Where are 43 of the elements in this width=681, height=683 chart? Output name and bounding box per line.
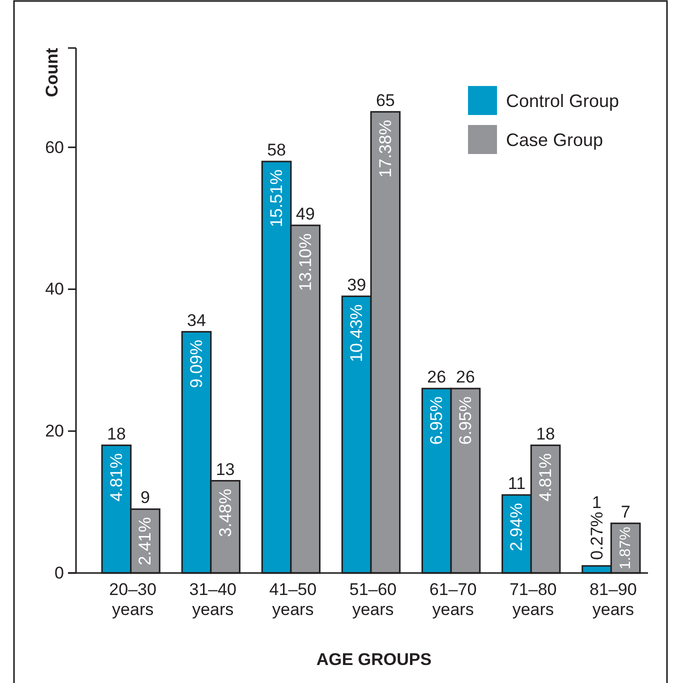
data-label: 13 (216, 460, 235, 479)
data-label: 34 (187, 310, 206, 330)
y-tick-label: 0 (54, 564, 64, 582)
annotation: 17.38% (376, 120, 395, 178)
x-axis-title: AGE GROUPS (316, 650, 432, 669)
annotation: 4.81% (536, 453, 556, 502)
y-axis-title: Count (42, 48, 62, 98)
annotation: 13.10% (296, 233, 315, 292)
annotation: 3.48% (216, 488, 235, 537)
annotation: 9.09% (186, 340, 206, 388)
data-label: 18 (106, 424, 126, 444)
annotation: 2.41% (136, 517, 155, 566)
x-tick-label: 81–90 years (590, 580, 637, 619)
x-tick-label: 51–60 years (349, 580, 397, 619)
data-label: 26 (427, 368, 446, 387)
annotation: 0.27% (587, 512, 606, 560)
annotation: 1.87% (617, 526, 634, 570)
x-tick-label: 31–40 years (189, 580, 237, 619)
annotation: 2.94% (507, 502, 526, 552)
y-tick-label: 60 (45, 138, 64, 157)
x-tick-label: 61–70 years (429, 580, 477, 619)
y-tick-label: 40 (45, 280, 64, 299)
x-tick-label: 41–50 years (269, 580, 317, 619)
annotation: 15.51% (267, 170, 286, 228)
annotation: 6.95% (427, 396, 446, 445)
data-label: 26 (456, 368, 475, 387)
data-label: 18 (536, 424, 555, 444)
data-label: 1 (592, 492, 602, 512)
legend-label: Case Group (506, 130, 604, 150)
data-label: 11 (508, 474, 526, 493)
x-tick-label: 20–30 years (109, 580, 156, 619)
annotation: 10.43% (347, 304, 366, 362)
data-label: 39 (347, 275, 366, 294)
data-label: 58 (267, 140, 286, 160)
annotation: 6.95% (456, 396, 475, 445)
legend-label: Control Group (506, 91, 620, 111)
data-label: 49 (296, 204, 315, 224)
x-tick-label: 71–80 years (509, 580, 557, 619)
data-label: 9 (140, 488, 150, 508)
data-label: 7 (620, 502, 630, 522)
annotation: 4.81% (106, 453, 126, 502)
data-label: 65 (376, 90, 395, 110)
y-tick-label: 20 (45, 422, 64, 441)
